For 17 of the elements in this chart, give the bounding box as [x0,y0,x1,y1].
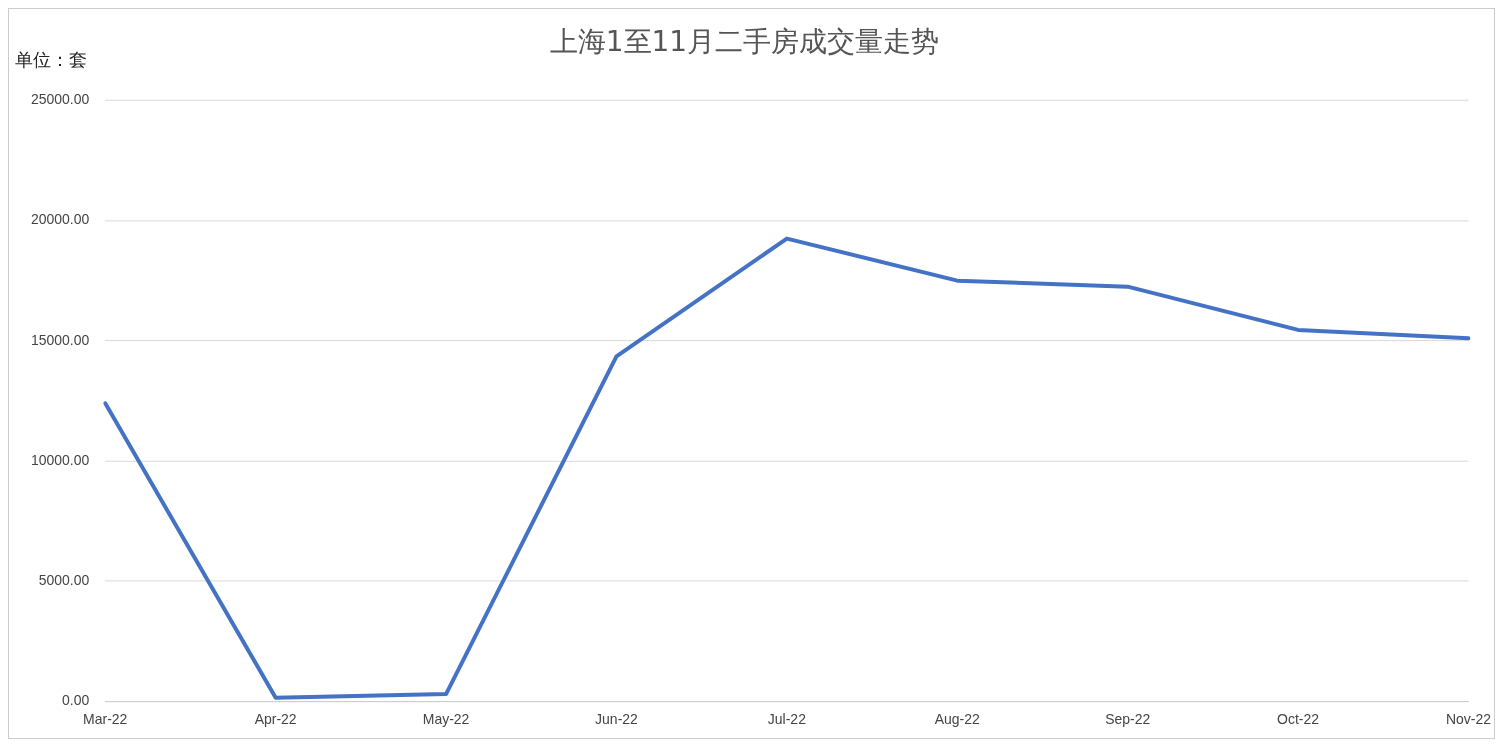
x-tick-label: Jul-22 [767,711,807,728]
y-tick-label: 0.00 [62,692,90,709]
x-tick-label: Apr-22 [254,711,297,728]
y-tick-label: 25000.00 [30,91,90,108]
x-tick-label: May-22 [422,711,470,728]
x-tick-label: Mar-22 [83,711,128,728]
y-tick-label: 15000.00 [30,331,90,348]
x-tick-label: Oct-22 [1277,711,1320,728]
y-tick-label: 10000.00 [30,451,90,468]
y-axis-title: 单位：套 [14,48,88,70]
y-tick-label: 20000.00 [30,211,90,228]
x-tick-label: Sep-22 [1105,711,1151,728]
y-tick-label: 5000.00 [38,571,90,588]
x-tick-label: Jun-22 [595,711,639,728]
x-tick-label: Aug-22 [934,711,981,728]
chart-title: 上海1至11月二手房成交量走势 [549,24,940,58]
x-tick-label: Nov-22 [1445,711,1492,728]
